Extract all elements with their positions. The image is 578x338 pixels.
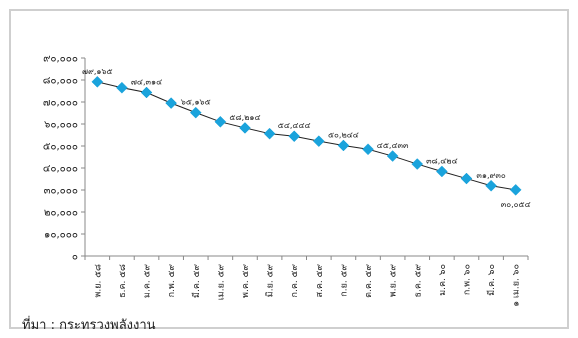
x-tick-label: พ.ย. ๕๙ [389, 264, 399, 298]
data-label: ๓๐,๐๕๔ [501, 200, 531, 209]
data-label: ๖๕,๑๖๕ [181, 98, 211, 107]
y-tick-label: ๘๐,๐๐๐ [43, 76, 78, 87]
x-axis: พ.ย. ๕๘ ธ.ค. ๕๘ ม.ค. ๕๙ ก.พ. ๕๙ มี.ค. ๕๙ เม.ย… [84, 255, 529, 307]
y-tick-label: ๔๐,๐๐๐ [43, 164, 78, 175]
x-tick-label: มิ.ย. ๕๙ [265, 264, 276, 298]
data-point-marker [436, 165, 448, 178]
x-tick-label: ก.พ. ๖๐ [462, 264, 472, 295]
data-label: ๗๔,๓๑๔ [131, 78, 162, 87]
chart-frame [9, 9, 569, 329]
x-tick-label: ม.ค. ๖๐ [438, 264, 448, 296]
data-label: ๓๑,๙๓๐ [476, 171, 505, 180]
data-label: ๔๕,๔๓๓ [377, 141, 409, 150]
data-point-marker [337, 139, 350, 152]
x-tick-label: พ.ย. ๕๘ [93, 264, 103, 298]
data-point-marker [288, 130, 301, 143]
data-point-marker [485, 179, 497, 192]
plot-area: ๗๙,๑๖๕๗๔,๓๑๔๖๕,๑๖๕๕๘,๒๑๔๕๔,๔๔๔๕๐,๒๔๔๔๕,๔… [82, 67, 531, 209]
data-point-marker [239, 122, 251, 134]
x-tick-label: ก.ค. ๕๙ [290, 264, 300, 298]
data-point-marker [312, 135, 325, 148]
x-tick-label: พ.ค. ๕๙ [241, 264, 251, 298]
data-point-marker [263, 127, 276, 140]
y-tick-label: ๙๐,๐๐๐ [43, 54, 78, 65]
data-point-marker [140, 86, 153, 99]
x-tick-label: มี.ค. ๕๙ [191, 264, 202, 298]
x-tick-label: ส.ค. ๕๙ [315, 264, 325, 298]
y-tick-label: ๓๐,๐๐๐ [44, 186, 78, 197]
y-tick-label: ๕๐,๐๐๐ [43, 142, 78, 153]
data-point-marker [362, 143, 374, 156]
data-label: ๗๙,๑๖๕ [82, 67, 113, 76]
data-point-marker [509, 184, 522, 196]
x-tick-label: ต.ค. ๕๙ [364, 264, 374, 298]
x-tick-label: ม.ค. ๕๙ [143, 264, 153, 298]
data-point-marker [165, 97, 177, 109]
x-tick-label: เม.ย. ๕๙ [216, 264, 226, 301]
x-tick-label: ธ.ค. ๕๘ [118, 264, 128, 298]
data-label: ๕๘,๒๑๔ [229, 113, 260, 122]
series-line [97, 81, 516, 191]
data-label: ๓๘,๔๒๔ [426, 156, 458, 165]
y-tick-label: ๗๐,๐๐๐ [43, 98, 78, 109]
x-tick-label: ๑ เม.ย. ๖๐ [512, 264, 522, 307]
source-note: ที่มา : กระทรวงพลังงาน [22, 318, 156, 333]
x-tick-label: ธ.ค. ๕๙ [413, 264, 423, 298]
data-point-marker [386, 150, 399, 162]
x-tick-label: ก.พ. ๕๙ [167, 264, 177, 298]
y-tick-label: ๖๐,๐๐๐ [44, 120, 78, 131]
y-tick-label: ๒๐,๐๐๐ [44, 208, 78, 219]
data-point-marker [189, 106, 202, 119]
y-axis: ๐ ๑๐,๐๐๐ ๒๐,๐๐๐ ๓๐,๐๐๐ ๔๐,๐๐๐ ๕๐,๐๐๐ ๖๐,๐๐๐ ๗๐,… [43, 54, 86, 263]
data-point-marker [460, 172, 473, 185]
data-label: ๕๔,๔๔๔ [278, 121, 311, 130]
data-label: ๕๐,๒๔๔ [328, 130, 359, 139]
y-tick-label: ๑๐,๐๐๐ [44, 230, 78, 241]
data-point-marker [411, 158, 424, 170]
x-tick-label: ก.ย. ๕๙ [339, 264, 349, 297]
y-tick-label: ๐ [72, 252, 78, 263]
data-point-marker [91, 75, 104, 88]
x-tick-label: มี.ค. ๖๐ [486, 264, 497, 296]
data-point-marker [116, 81, 128, 94]
data-point-marker [214, 115, 227, 128]
